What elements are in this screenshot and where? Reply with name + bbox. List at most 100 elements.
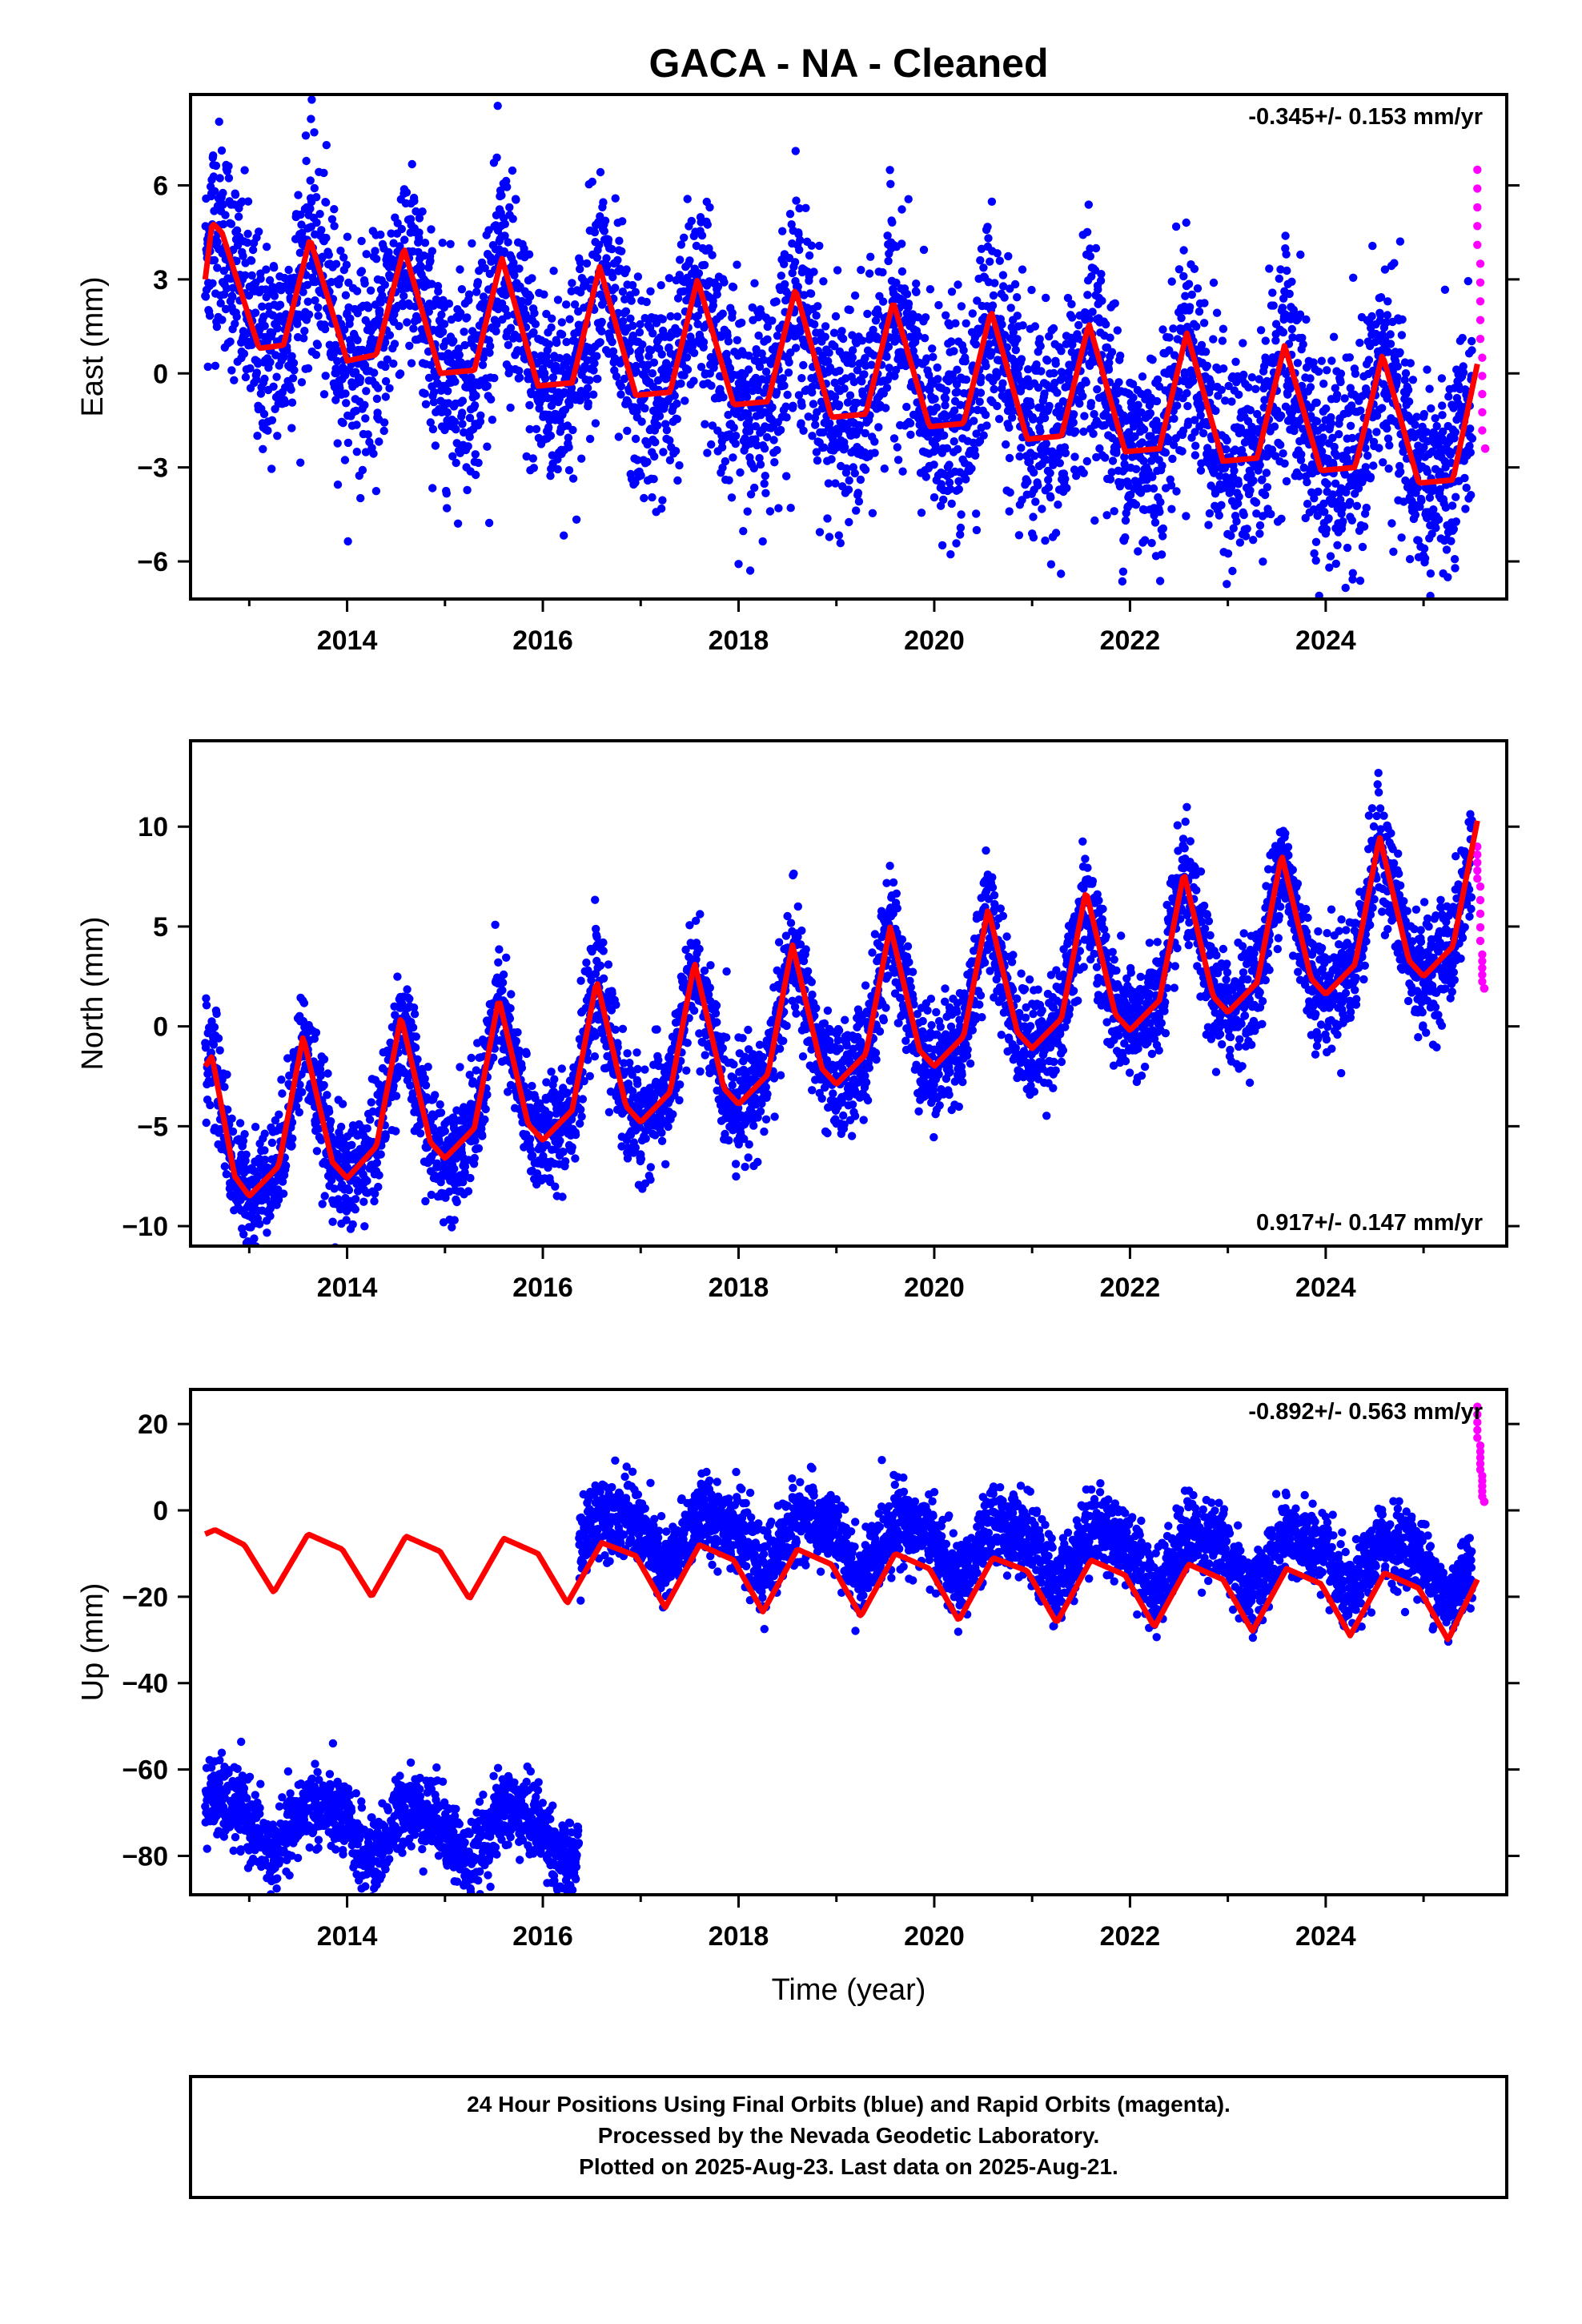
final-point [1061,448,1070,457]
final-point [1191,451,1200,460]
final-point [1223,549,1233,558]
final-point [705,244,713,253]
final-point [728,308,737,317]
final-point [503,311,512,320]
final-point [860,370,869,379]
final-point [703,448,712,457]
final-point [866,252,875,261]
final-point [269,382,278,391]
final-point [340,456,350,464]
final-point [1262,468,1271,477]
final-point [344,278,353,287]
final-point [1030,468,1038,477]
final-point [448,452,457,460]
final-point [959,346,968,355]
final-point [256,389,266,398]
final-point [1451,564,1460,573]
final-point [492,153,501,162]
final-point [809,267,818,276]
final-point [397,224,406,234]
final-point [845,391,855,400]
final-point [201,292,211,301]
final-point [1118,567,1128,576]
final-point [809,400,818,408]
final-point [1011,345,1021,355]
final-point [357,236,366,246]
final-point [604,235,613,244]
rapid-point [1476,297,1485,306]
final-point [1067,300,1076,308]
final-point [1420,554,1430,563]
final-point [1168,454,1177,464]
final-point [211,161,221,171]
final-point [750,483,759,493]
final-point [1187,290,1197,300]
final-point [650,452,659,461]
final-point [1319,380,1328,388]
final-point [264,1259,272,1267]
final-point [508,166,517,175]
final-point [1165,333,1174,342]
final-point [777,271,785,280]
final-point [888,218,897,227]
final-point [231,320,239,328]
final-point [1036,427,1045,436]
final-point [921,472,931,481]
final-point [458,420,467,428]
final-orbit-points [201,95,1477,599]
final-point [825,348,833,357]
final-point [658,326,668,336]
final-point [622,265,631,274]
final-point [998,271,1008,279]
final-point [428,424,438,434]
final-point [796,328,805,336]
final-point [942,311,950,320]
final-point [673,294,683,303]
final-point [333,480,343,489]
final-point [975,397,984,406]
final-point [1419,409,1429,419]
final-point [331,259,341,268]
final-point [1000,293,1009,302]
final-point [363,430,372,439]
final-point [836,539,845,548]
final-point [1241,532,1251,541]
final-point [815,528,825,537]
final-point [620,374,629,384]
y-tick-label: −6 [137,547,168,577]
final-point [921,313,930,322]
final-point [844,485,853,494]
final-point [374,384,383,392]
final-point [791,147,800,155]
final-point [1444,392,1453,401]
final-point [626,314,635,323]
final-point [209,151,218,160]
final-point [1403,385,1413,395]
final-point [455,351,464,360]
final-point [1234,480,1243,489]
final-point [512,195,520,204]
final-point [776,425,785,435]
final-point [1423,365,1431,374]
final-point [713,282,723,292]
final-point [939,495,948,505]
final-point [1366,472,1375,481]
final-point [415,214,424,223]
rapid-point [1476,259,1485,268]
final-point [1426,569,1435,578]
final-point [1005,423,1014,432]
final-point [603,261,612,270]
final-point [893,456,903,464]
final-point [1010,279,1020,289]
final-point [770,458,779,467]
final-point [725,476,733,485]
final-point [1218,336,1227,345]
final-point [1106,333,1114,342]
final-point [218,316,227,324]
final-point [1398,315,1407,324]
final-point [1049,324,1058,333]
final-point [987,197,997,206]
final-point [540,374,550,383]
final-point [1155,508,1164,517]
final-point [1244,383,1253,392]
